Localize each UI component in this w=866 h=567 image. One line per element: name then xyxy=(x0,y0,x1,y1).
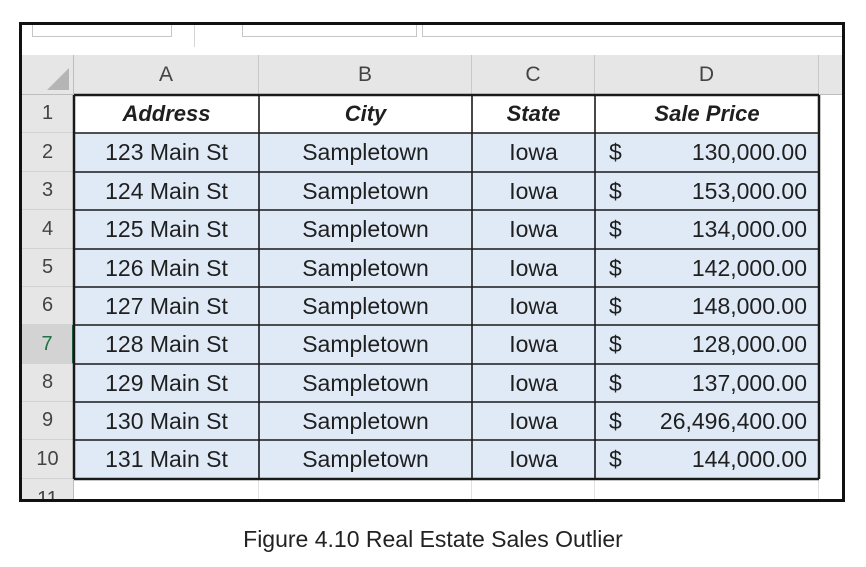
header-cell-state[interactable]: State xyxy=(472,95,595,133)
row-header[interactable]: 3 xyxy=(22,172,74,210)
empty-cell[interactable] xyxy=(259,479,472,499)
cell-state[interactable]: Iowa xyxy=(472,364,595,402)
currency-symbol: $ xyxy=(609,216,622,242)
cell-city[interactable]: Sampletown xyxy=(259,249,472,287)
row-header[interactable]: 1 xyxy=(22,95,74,133)
figure-caption: Figure 4.10 Real Estate Sales Outlier xyxy=(243,526,623,552)
column-header-empty xyxy=(819,55,842,95)
cell-city[interactable]: Sampletown xyxy=(259,172,472,210)
header-cell-city[interactable]: City xyxy=(259,95,472,133)
price-value: 130,000.00 xyxy=(691,139,807,165)
cell-address[interactable]: 127 Main St xyxy=(74,287,259,325)
cell-sale-price[interactable]: $137,000.00 xyxy=(595,364,819,402)
cell-address[interactable]: 124 Main St xyxy=(74,172,259,210)
column-header[interactable]: C xyxy=(472,55,595,95)
currency-symbol: $ xyxy=(609,407,622,434)
price-value: 128,000.00 xyxy=(691,331,807,357)
cell-state[interactable]: Iowa xyxy=(472,249,595,287)
cell-sale-price[interactable]: $134,000.00 xyxy=(595,210,819,249)
cell-sale-price[interactable]: $130,000.00 xyxy=(595,133,819,172)
cell-state[interactable]: Iowa xyxy=(472,210,595,249)
price-value: 26,496,400.00 xyxy=(659,407,807,434)
cell-city[interactable]: Sampletown xyxy=(259,440,472,479)
empty-cell[interactable] xyxy=(819,364,842,402)
price-value: 137,000.00 xyxy=(691,369,807,396)
select-all-corner[interactable] xyxy=(22,55,74,95)
row-header[interactable]: 10 xyxy=(22,440,74,479)
currency-symbol: $ xyxy=(609,292,622,319)
row-header[interactable]: 9 xyxy=(22,402,74,440)
price-value: 134,000.00 xyxy=(691,216,807,242)
empty-cell[interactable] xyxy=(819,95,842,133)
formula-bar xyxy=(22,25,842,55)
spreadsheet-screenshot: A B C D 1 2 3 4 5 6 7 8 9 10 11 Address City State Sale Pr… xyxy=(19,22,845,502)
cell-city[interactable]: Sampletown xyxy=(259,133,472,172)
cell-address[interactable]: 131 Main St xyxy=(74,440,259,479)
cell-address[interactable]: 128 Main St xyxy=(74,325,259,364)
header-cell-sale-price[interactable]: Sale Price xyxy=(595,95,819,133)
cell-address[interactable]: 129 Main St xyxy=(74,364,259,402)
empty-cell[interactable] xyxy=(819,249,842,287)
currency-symbol: $ xyxy=(609,331,622,357)
cell-city[interactable]: Sampletown xyxy=(259,402,472,440)
formula-controls[interactable] xyxy=(242,25,417,37)
cell-address[interactable]: 123 Main St xyxy=(74,133,259,172)
price-value: 142,000.00 xyxy=(691,254,807,281)
cell-city[interactable]: Sampletown xyxy=(259,210,472,249)
row-header[interactable]: 4 xyxy=(22,210,74,249)
empty-cell[interactable] xyxy=(819,172,842,210)
empty-cell[interactable] xyxy=(819,440,842,479)
empty-cell[interactable] xyxy=(819,325,842,364)
cell-address[interactable]: 125 Main St xyxy=(74,210,259,249)
empty-cell[interactable] xyxy=(819,210,842,249)
currency-symbol: $ xyxy=(609,254,622,281)
column-header[interactable]: B xyxy=(259,55,472,95)
cell-city[interactable]: Sampletown xyxy=(259,325,472,364)
cell-state[interactable]: Iowa xyxy=(472,133,595,172)
cell-address[interactable]: 126 Main St xyxy=(74,249,259,287)
cell-state[interactable]: Iowa xyxy=(472,325,595,364)
row-header[interactable]: 6 xyxy=(22,287,74,325)
header-cell-address[interactable]: Address xyxy=(74,95,259,133)
empty-cell[interactable] xyxy=(819,133,842,172)
column-header[interactable]: A xyxy=(74,55,259,95)
cell-sale-price[interactable]: $148,000.00 xyxy=(595,287,819,325)
select-all-triangle-icon xyxy=(47,68,69,90)
cell-city[interactable]: Sampletown xyxy=(259,287,472,325)
empty-cell[interactable] xyxy=(472,479,595,499)
row-header[interactable]: 5 xyxy=(22,249,74,287)
column-header[interactable]: D xyxy=(595,55,819,95)
name-box[interactable] xyxy=(32,25,172,37)
empty-cell[interactable] xyxy=(74,479,259,499)
cell-address[interactable]: 130 Main St xyxy=(74,402,259,440)
row-header[interactable]: 8 xyxy=(22,364,74,402)
price-value: 144,000.00 xyxy=(691,446,807,472)
cell-state[interactable]: Iowa xyxy=(472,172,595,210)
cell-sale-price[interactable]: $128,000.00 xyxy=(595,325,819,364)
cell-sale-price[interactable]: $153,000.00 xyxy=(595,172,819,210)
currency-symbol: $ xyxy=(609,369,622,396)
empty-cell[interactable] xyxy=(819,402,842,440)
cell-state[interactable]: Iowa xyxy=(472,287,595,325)
empty-cell[interactable] xyxy=(819,287,842,325)
formula-bar-separator xyxy=(194,25,195,47)
price-value: 148,000.00 xyxy=(691,292,807,319)
row-header[interactable]: 2 xyxy=(22,133,74,172)
empty-cell[interactable] xyxy=(595,479,819,499)
row-header[interactable]: 11 xyxy=(22,479,74,499)
formula-input[interactable] xyxy=(422,25,842,37)
currency-symbol: $ xyxy=(609,177,622,204)
empty-cell[interactable] xyxy=(819,479,842,499)
cell-sale-price[interactable]: $26,496,400.00 xyxy=(595,402,819,440)
cell-sale-price[interactable]: $142,000.00 xyxy=(595,249,819,287)
cell-sale-price[interactable]: $144,000.00 xyxy=(595,440,819,479)
price-value: 153,000.00 xyxy=(691,177,807,204)
cell-state[interactable]: Iowa xyxy=(472,402,595,440)
currency-symbol: $ xyxy=(609,139,622,165)
currency-symbol: $ xyxy=(609,446,622,472)
cell-city[interactable]: Sampletown xyxy=(259,364,472,402)
cell-grid: A B C D 1 2 3 4 5 6 7 8 9 10 11 Address City State Sale Pr… xyxy=(22,25,842,499)
cell-state[interactable]: Iowa xyxy=(472,440,595,479)
row-header[interactable]: 7 xyxy=(22,325,74,364)
